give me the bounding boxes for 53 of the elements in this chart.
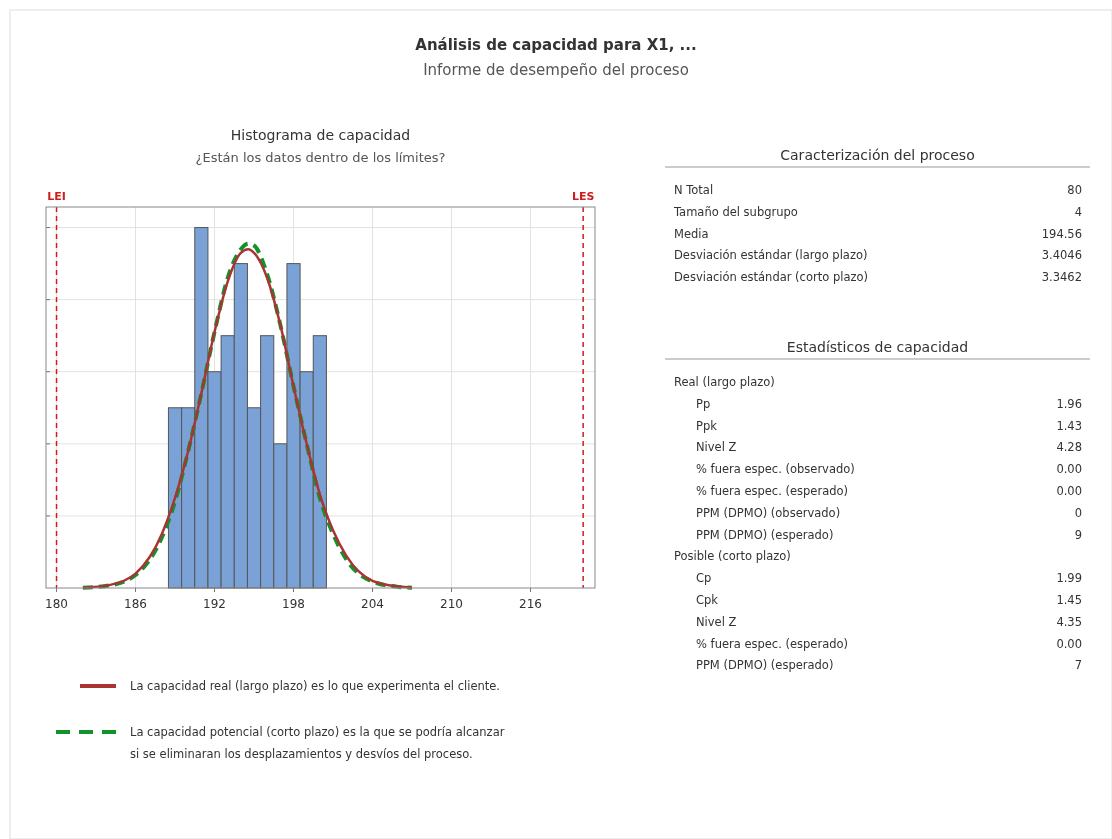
category-label: % fuera espec. (esperado) [696, 636, 849, 651]
data-label: 1.43 [1056, 418, 1082, 433]
x-tick-label: 216 [519, 597, 542, 611]
data-label: 0.00 [1056, 484, 1082, 498]
category-label: Tamaño del subgrupo [673, 204, 798, 219]
category-label: % fuera espec. (observado) [696, 462, 855, 477]
data-label: 9 [1074, 527, 1082, 542]
x-tick-label: 198 [282, 597, 305, 611]
chart-title: Histograma de capacidad [230, 127, 411, 143]
data-label: 80 [1067, 183, 1082, 197]
category-label: Ppk [696, 418, 718, 433]
data-label: 4.28 [1056, 440, 1082, 455]
x-tick-label: 180 [45, 597, 68, 611]
legend-label: La capacidad potencial (corto plazo) es la que se podría alcanzar si se eliminaran los desplazamientos y desvíos del proceso. [130, 725, 505, 761]
category-label: Pp [696, 396, 711, 411]
x-tick-label: 192 [203, 597, 226, 611]
category-label: % fuera espec. (esperado) [696, 484, 849, 498]
text: Estadísticos de capacidad [786, 339, 969, 355]
data-label: 1.96 [1056, 396, 1082, 411]
category-label: Desviación estándar (corto plazo) [674, 270, 868, 285]
category-label: Cpk [696, 593, 719, 607]
category-label: PPM (DPMO) (esperado) [696, 658, 834, 673]
category-label: Nivel Z [696, 614, 737, 629]
data-label: 4 [1074, 204, 1082, 219]
data-label: 194.56 [1041, 226, 1082, 241]
data-label: 3.3462 [1041, 270, 1082, 285]
ref-line-label: LEI [47, 190, 66, 203]
category-label: Desviación estándar (largo plazo) [674, 248, 868, 263]
text: Informe de desempeño del proceso [423, 61, 689, 79]
x-tick-label: 210 [440, 597, 463, 611]
category-label: N Total [674, 183, 714, 197]
ref-line-label: LES [571, 190, 595, 203]
data-label: 1.45 [1056, 593, 1082, 607]
legend-label: La capacidad real (largo plazo) es lo que experimenta el cliente. [130, 679, 501, 693]
chart-subtitle: ¿Están los datos dentro de los límites? [195, 150, 446, 165]
category-label: Media [674, 226, 709, 241]
category-label: Cp [696, 571, 712, 586]
data-label: 1.99 [1056, 571, 1082, 586]
data-label: 4.35 [1056, 614, 1082, 629]
x-tick-label: 186 [124, 597, 147, 611]
category-label: PPM (DPMO) (observado) [696, 505, 841, 520]
category-label: Nivel Z [696, 440, 737, 455]
category-label: Posible (corto plazo) [674, 549, 791, 564]
text: Caracterización del proceso [780, 147, 975, 163]
data-label: 0.00 [1056, 462, 1082, 477]
data-label: 0.00 [1056, 636, 1082, 651]
text: Análisis de capacidad para X1, ... [415, 36, 697, 54]
data-label: 0 [1074, 505, 1082, 520]
data-label: 3.4046 [1041, 248, 1082, 263]
x-tick-label: 204 [361, 597, 384, 611]
category-label: Real (largo plazo) [674, 375, 775, 389]
data-label: 7 [1074, 658, 1082, 673]
category-label: PPM (DPMO) (esperado) [696, 527, 834, 542]
